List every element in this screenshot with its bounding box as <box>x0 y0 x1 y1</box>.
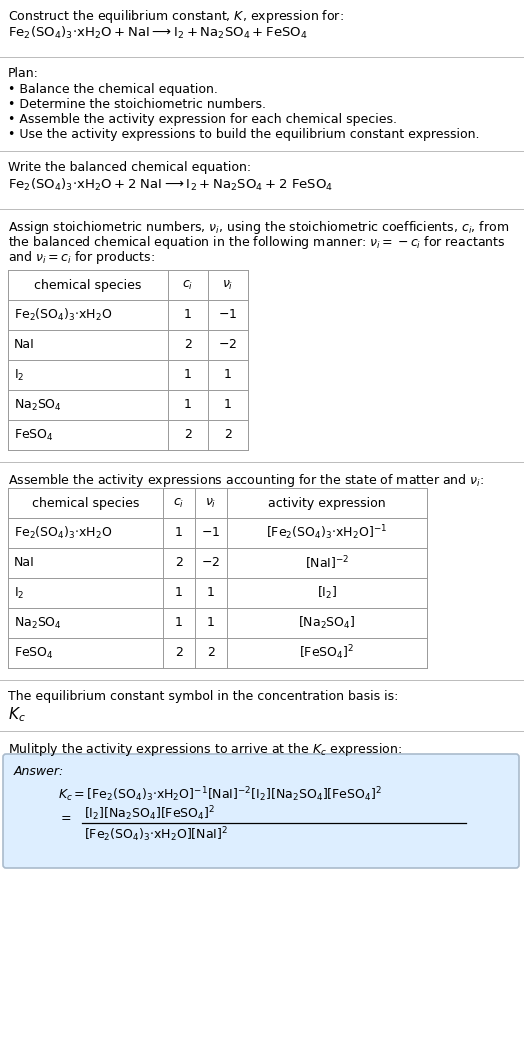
Text: 2: 2 <box>184 338 192 352</box>
Text: $-1$: $-1$ <box>201 527 221 539</box>
Text: $\nu_i$: $\nu_i$ <box>205 497 217 509</box>
Text: $\nu_i$: $\nu_i$ <box>222 279 234 291</box>
FancyBboxPatch shape <box>3 754 519 868</box>
Text: Write the balanced chemical equation:: Write the balanced chemical equation: <box>8 161 251 174</box>
Text: 1: 1 <box>207 587 215 599</box>
Text: 2: 2 <box>175 557 183 569</box>
Text: activity expression: activity expression <box>268 497 386 509</box>
Text: Assemble the activity expressions accounting for the state of matter and $\nu_i$: Assemble the activity expressions accoun… <box>8 472 484 489</box>
Text: • Use the activity expressions to build the equilibrium constant expression.: • Use the activity expressions to build … <box>8 128 479 141</box>
Text: $\mathrm{I_2}$: $\mathrm{I_2}$ <box>14 586 25 600</box>
Text: 1: 1 <box>184 308 192 321</box>
Text: 2: 2 <box>175 646 183 660</box>
Text: $[\mathrm{FeSO_4}]^2$: $[\mathrm{FeSO_4}]^2$ <box>299 644 355 663</box>
Text: $[\mathrm{Fe_2(SO_4)_3{\cdot}xH_2O}][\mathrm{NaI}]^2$: $[\mathrm{Fe_2(SO_4)_3{\cdot}xH_2O}][\ma… <box>84 825 228 844</box>
Text: $\mathrm{FeSO_4}$: $\mathrm{FeSO_4}$ <box>14 427 54 443</box>
Text: $[\mathrm{Fe_2(SO_4)_3{\cdot}xH_2O}]^{-1}$: $[\mathrm{Fe_2(SO_4)_3{\cdot}xH_2O}]^{-1… <box>266 524 388 542</box>
Text: • Balance the chemical equation.: • Balance the chemical equation. <box>8 83 218 96</box>
Text: $K_c$: $K_c$ <box>8 705 26 724</box>
Text: $[\mathrm{I_2}][\mathrm{Na_2SO_4}][\mathrm{FeSO_4}]^2$: $[\mathrm{I_2}][\mathrm{Na_2SO_4}][\math… <box>84 804 215 822</box>
Text: $\mathrm{I_2}$: $\mathrm{I_2}$ <box>14 367 25 383</box>
Text: $[\mathrm{I_2}]$: $[\mathrm{I_2}]$ <box>317 585 337 601</box>
Text: $c_i$: $c_i$ <box>173 497 184 509</box>
Text: $-1$: $-1$ <box>219 308 237 321</box>
Text: NaI: NaI <box>14 557 35 569</box>
Text: 1: 1 <box>184 398 192 412</box>
Text: 1: 1 <box>175 617 183 629</box>
Text: $[\mathrm{Na_2SO_4}]$: $[\mathrm{Na_2SO_4}]$ <box>298 615 356 632</box>
Text: $\mathrm{FeSO_4}$: $\mathrm{FeSO_4}$ <box>14 645 54 661</box>
Text: Construct the equilibrium constant, $K$, expression for:: Construct the equilibrium constant, $K$,… <box>8 8 344 25</box>
Text: 1: 1 <box>184 368 192 382</box>
Text: 2: 2 <box>207 646 215 660</box>
Text: chemical species: chemical species <box>34 279 141 291</box>
Text: Assign stoichiometric numbers, $\nu_i$, using the stoichiometric coefficients, $: Assign stoichiometric numbers, $\nu_i$, … <box>8 219 509 236</box>
Text: Answer:: Answer: <box>14 765 64 778</box>
Text: 1: 1 <box>207 617 215 629</box>
Text: $-2$: $-2$ <box>219 338 237 352</box>
Text: $=$: $=$ <box>58 811 72 823</box>
Text: • Assemble the activity expression for each chemical species.: • Assemble the activity expression for e… <box>8 113 397 127</box>
Text: NaI: NaI <box>14 338 35 352</box>
Text: $\mathrm{Na_2SO_4}$: $\mathrm{Na_2SO_4}$ <box>14 397 62 413</box>
Text: Mulitply the activity expressions to arrive at the $K_c$ expression:: Mulitply the activity expressions to arr… <box>8 741 402 758</box>
Text: $\mathrm{Na_2SO_4}$: $\mathrm{Na_2SO_4}$ <box>14 615 62 630</box>
Text: $\mathrm{Fe_2(SO_4)_3{\cdot}xH_2O}$: $\mathrm{Fe_2(SO_4)_3{\cdot}xH_2O}$ <box>14 307 113 324</box>
Text: $\mathrm{Fe_2(SO_4)_3{\cdot}xH_2O + NaI \longrightarrow I_2 + Na_2SO_4 + FeSO_4}: $\mathrm{Fe_2(SO_4)_3{\cdot}xH_2O + NaI … <box>8 25 308 41</box>
Text: Plan:: Plan: <box>8 67 39 80</box>
Text: $K_c = [\mathrm{Fe_2(SO_4)_3{\cdot}xH_2O}]^{-1}[\mathrm{NaI}]^{-2}[\mathrm{I_2}]: $K_c = [\mathrm{Fe_2(SO_4)_3{\cdot}xH_2O… <box>58 785 382 804</box>
Text: The equilibrium constant symbol in the concentration basis is:: The equilibrium constant symbol in the c… <box>8 690 398 703</box>
Text: chemical species: chemical species <box>32 497 139 509</box>
Text: 1: 1 <box>175 527 183 539</box>
Text: 1: 1 <box>175 587 183 599</box>
Text: the balanced chemical equation in the following manner: $\nu_i = -c_i$ for react: the balanced chemical equation in the fo… <box>8 234 506 251</box>
Text: $[\mathrm{NaI}]^{-2}$: $[\mathrm{NaI}]^{-2}$ <box>305 554 350 571</box>
Text: 1: 1 <box>224 398 232 412</box>
Text: 2: 2 <box>224 428 232 442</box>
Text: and $\nu_i = c_i$ for products:: and $\nu_i = c_i$ for products: <box>8 249 155 267</box>
Text: $\mathrm{Fe_2(SO_4)_3{\cdot}xH_2O}$: $\mathrm{Fe_2(SO_4)_3{\cdot}xH_2O}$ <box>14 525 113 541</box>
Text: 1: 1 <box>224 368 232 382</box>
Text: • Determine the stoichiometric numbers.: • Determine the stoichiometric numbers. <box>8 99 266 111</box>
Text: $\mathrm{Fe_2(SO_4)_3{\cdot}xH_2O + 2\ NaI \longrightarrow I_2 + Na_2SO_4 + 2\ F: $\mathrm{Fe_2(SO_4)_3{\cdot}xH_2O + 2\ N… <box>8 177 333 193</box>
Text: $-2$: $-2$ <box>201 557 221 569</box>
Text: $c_i$: $c_i$ <box>182 279 194 291</box>
Text: 2: 2 <box>184 428 192 442</box>
